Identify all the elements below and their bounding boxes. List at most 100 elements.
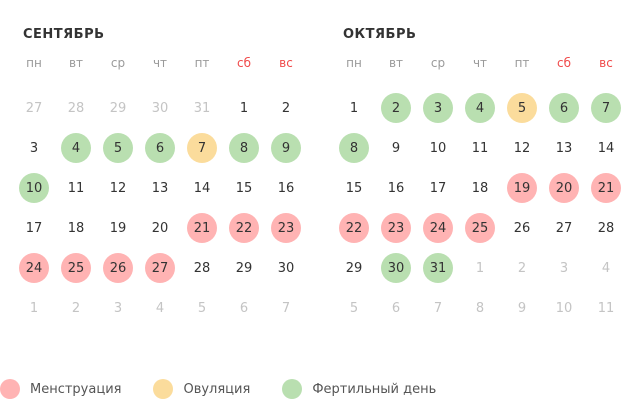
day-cell-menstruation[interactable]: 22 — [223, 213, 265, 243]
day-cell[interactable]: 14 — [181, 173, 223, 203]
day-cell[interactable]: 29 — [333, 253, 375, 283]
day-cell[interactable]: 27 — [543, 213, 585, 243]
day-cell-menstruation[interactable]: 22 — [333, 213, 375, 243]
day-cell[interactable]: 28 — [181, 253, 223, 283]
day-cell-muted[interactable]: 1 — [459, 253, 501, 283]
day-cell-menstruation[interactable]: 24 — [13, 253, 55, 283]
day-cell-menstruation[interactable]: 19 — [501, 173, 543, 203]
day-cell-fertile[interactable]: 8 — [333, 133, 375, 163]
day-cell-muted[interactable]: 5 — [181, 293, 223, 323]
day-cell-fertile[interactable]: 5 — [97, 133, 139, 163]
day-cell-menstruation[interactable]: 21 — [181, 213, 223, 243]
day-cell-muted[interactable]: 10 — [543, 293, 585, 323]
day-cell[interactable]: 1 — [223, 93, 265, 123]
day-number: 22 — [229, 213, 259, 243]
day-cell[interactable]: 20 — [139, 213, 181, 243]
week-row: 10 11 12 13 14 15 16 — [13, 168, 307, 208]
day-cell-muted[interactable]: 7 — [265, 293, 307, 323]
day-cell-muted[interactable]: 31 — [181, 93, 223, 123]
day-cell-ovulation[interactable]: 5 — [501, 93, 543, 123]
day-cell[interactable]: 29 — [223, 253, 265, 283]
day-cell[interactable]: 12 — [501, 133, 543, 163]
weekday-header: пн вт ср чт пт сб вс — [13, 50, 307, 76]
day-cell-fertile[interactable]: 10 — [13, 173, 55, 203]
day-cell-fertile[interactable]: 30 — [375, 253, 417, 283]
day-cell-muted[interactable]: 1 — [13, 293, 55, 323]
day-cell[interactable]: 15 — [333, 173, 375, 203]
day-number: 16 — [277, 180, 295, 196]
day-cell-fertile[interactable]: 3 — [417, 93, 459, 123]
day-cell[interactable]: 13 — [139, 173, 181, 203]
day-number: 29 — [345, 260, 363, 276]
day-cell-menstruation[interactable]: 24 — [417, 213, 459, 243]
day-cell-muted[interactable]: 6 — [375, 293, 417, 323]
day-cell-menstruation[interactable]: 27 — [139, 253, 181, 283]
day-cell-muted[interactable]: 28 — [55, 93, 97, 123]
day-number: 2 — [381, 93, 411, 123]
legend-label: Менструация — [30, 381, 122, 397]
day-cell[interactable]: 2 — [265, 93, 307, 123]
day-cell-muted[interactable]: 29 — [97, 93, 139, 123]
day-cell[interactable]: 11 — [55, 173, 97, 203]
day-cell-fertile[interactable]: 9 — [265, 133, 307, 163]
day-cell[interactable]: 13 — [543, 133, 585, 163]
day-cell[interactable]: 10 — [417, 133, 459, 163]
day-cell-muted[interactable]: 2 — [55, 293, 97, 323]
day-cell[interactable]: 19 — [97, 213, 139, 243]
day-number: 28 — [67, 100, 85, 116]
day-cell-menstruation[interactable]: 23 — [265, 213, 307, 243]
day-cell[interactable]: 12 — [97, 173, 139, 203]
day-number: 27 — [145, 253, 175, 283]
day-cell[interactable]: 18 — [55, 213, 97, 243]
day-cell-menstruation[interactable]: 25 — [459, 213, 501, 243]
day-cell[interactable]: 11 — [459, 133, 501, 163]
day-cell-muted[interactable]: 7 — [417, 293, 459, 323]
day-cell-menstruation[interactable]: 23 — [375, 213, 417, 243]
day-cell[interactable]: 17 — [13, 213, 55, 243]
day-cell-fertile[interactable]: 8 — [223, 133, 265, 163]
day-cell-ovulation[interactable]: 7 — [181, 133, 223, 163]
day-cell-fertile[interactable]: 7 — [585, 93, 627, 123]
day-cell[interactable]: 16 — [265, 173, 307, 203]
day-cell-muted[interactable]: 4 — [585, 253, 627, 283]
day-cell-fertile[interactable]: 6 — [139, 133, 181, 163]
day-cell-muted[interactable]: 8 — [459, 293, 501, 323]
day-cell[interactable]: 15 — [223, 173, 265, 203]
day-cell-muted[interactable]: 9 — [501, 293, 543, 323]
day-cell-muted[interactable]: 4 — [139, 293, 181, 323]
day-cell[interactable]: 14 — [585, 133, 627, 163]
weekday-label: вт — [388, 56, 404, 70]
day-cell-menstruation[interactable]: 21 — [585, 173, 627, 203]
day-cell-muted[interactable]: 27 — [13, 93, 55, 123]
day-cell-menstruation[interactable]: 26 — [97, 253, 139, 283]
day-cell[interactable]: 1 — [333, 93, 375, 123]
day-cell-menstruation[interactable]: 25 — [55, 253, 97, 283]
day-cell[interactable]: 28 — [585, 213, 627, 243]
legend-item-menstruation: Менструация — [0, 379, 121, 399]
day-number: 8 — [229, 133, 259, 163]
day-cell[interactable]: 3 — [13, 133, 55, 163]
day-cell-muted[interactable]: 30 — [139, 93, 181, 123]
day-number: 13 — [151, 180, 169, 196]
day-cell-fertile[interactable]: 6 — [543, 93, 585, 123]
day-cell[interactable]: 9 — [375, 133, 417, 163]
day-cell-fertile[interactable]: 4 — [459, 93, 501, 123]
day-cell-muted[interactable]: 5 — [333, 293, 375, 323]
day-number: 14 — [597, 140, 615, 156]
day-cell-muted[interactable]: 3 — [543, 253, 585, 283]
day-number: 13 — [555, 140, 573, 156]
day-number: 12 — [513, 140, 531, 156]
day-cell-menstruation[interactable]: 20 — [543, 173, 585, 203]
day-cell-muted[interactable]: 2 — [501, 253, 543, 283]
day-cell-fertile[interactable]: 2 — [375, 93, 417, 123]
day-cell[interactable]: 30 — [265, 253, 307, 283]
day-cell[interactable]: 26 — [501, 213, 543, 243]
day-cell[interactable]: 18 — [459, 173, 501, 203]
day-cell-fertile[interactable]: 4 — [55, 133, 97, 163]
day-cell-muted[interactable]: 6 — [223, 293, 265, 323]
day-cell-muted[interactable]: 3 — [97, 293, 139, 323]
day-cell[interactable]: 16 — [375, 173, 417, 203]
day-cell-fertile[interactable]: 31 — [417, 253, 459, 283]
day-cell[interactable]: 17 — [417, 173, 459, 203]
day-cell-muted[interactable]: 11 — [585, 293, 627, 323]
